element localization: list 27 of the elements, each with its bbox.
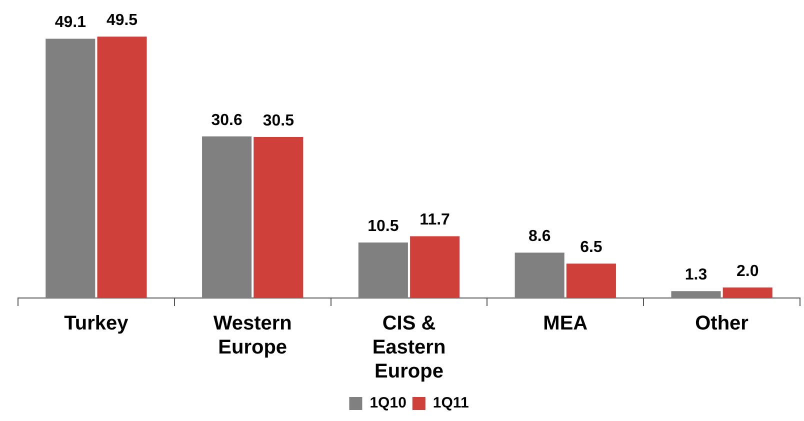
data-label: 11.7 — [420, 212, 450, 229]
bar — [566, 264, 616, 298]
data-label: 2.0 — [736, 262, 759, 280]
x-tick-label: Turkey — [64, 312, 130, 335]
bar — [254, 136, 304, 298]
legend-label: 1Q10 — [370, 394, 406, 412]
x-tick-label: Other — [695, 312, 749, 335]
bar — [514, 252, 564, 298]
x-tick-label: CIS & Eastern Europe — [372, 312, 446, 383]
bar — [410, 236, 460, 298]
bar — [202, 136, 252, 298]
bar — [722, 287, 772, 298]
bar — [46, 38, 96, 298]
legend-label: 1Q11 — [432, 394, 469, 412]
data-label: 8.6 — [528, 228, 551, 245]
data-label: 49.5 — [106, 12, 138, 30]
bar — [97, 36, 147, 298]
bar — [671, 291, 721, 298]
data-label: 30.5 — [262, 112, 294, 130]
data-label: 6.5 — [580, 239, 602, 256]
data-label: 49.1 — [54, 14, 86, 32]
data-label: 10.5 — [368, 218, 399, 235]
data-label: 30.6 — [211, 112, 242, 129]
x-tick-label: Western Europe — [213, 312, 292, 359]
data-label: 1.3 — [684, 266, 708, 284]
bar — [358, 242, 408, 298]
x-tick-label: MEA — [543, 312, 588, 335]
